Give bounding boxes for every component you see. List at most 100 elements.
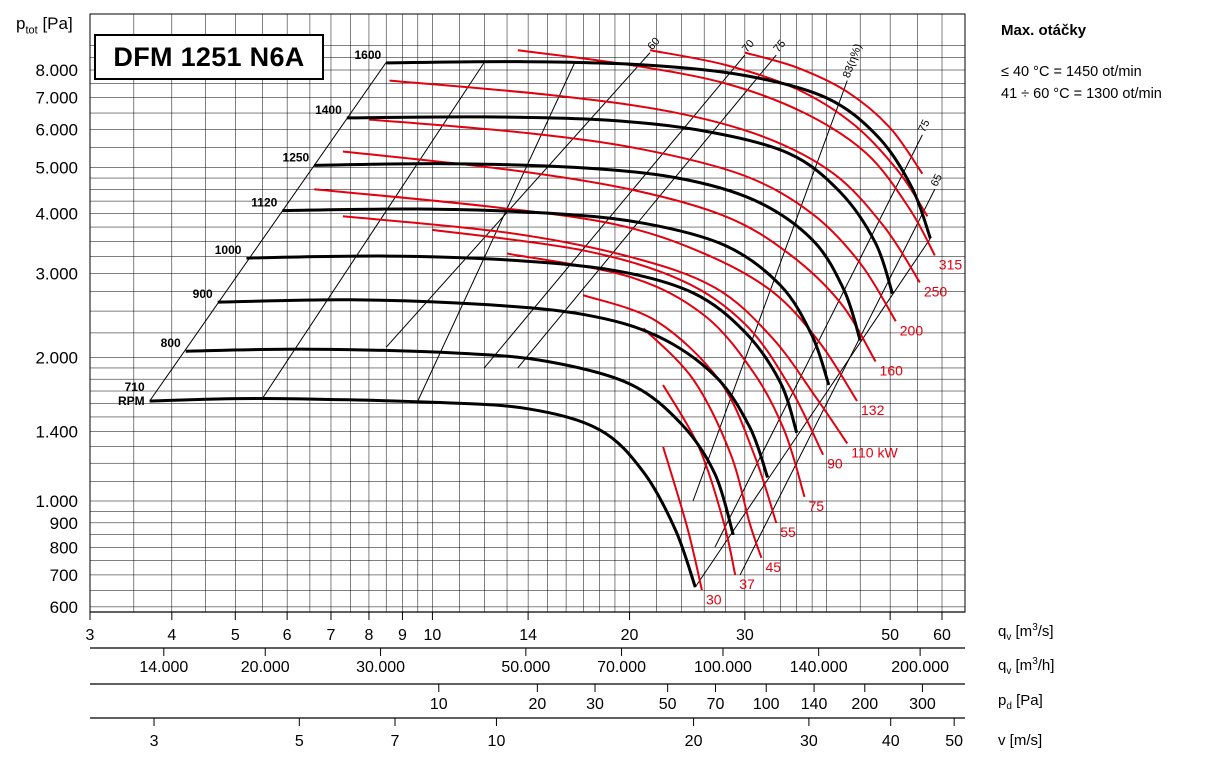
- grid: [89, 14, 965, 612]
- y-tick-label: 5.000: [35, 158, 78, 177]
- scale-tick-label: 40: [882, 733, 900, 750]
- scale-tick-label: 10: [430, 696, 448, 713]
- power-label: 132: [861, 402, 885, 418]
- power-curve: [342, 215, 849, 445]
- efficiency-label: 75: [771, 38, 788, 55]
- max-speed-title: Max. otáčky: [1001, 22, 1087, 39]
- efficiency-line: [149, 62, 387, 402]
- power-curve: [389, 79, 921, 284]
- scale-tick-label: 6: [283, 627, 292, 644]
- power-label: 55: [780, 524, 796, 540]
- scale-tick-label: 7: [391, 733, 400, 750]
- scale-unit-pd: pd [Pa]: [998, 692, 1043, 712]
- power-curve: [506, 252, 806, 498]
- scale-tick-label: 100.000: [694, 659, 752, 676]
- scale-tick-label: 50: [881, 627, 899, 644]
- power-curve: [342, 150, 877, 363]
- power-label: 110 kW: [851, 444, 898, 460]
- scale-tick-label: 8: [364, 627, 373, 644]
- scale-tick-label: 50.000: [501, 659, 550, 676]
- scale-tick-label: 20: [528, 696, 546, 713]
- scale-tick-label: 3: [150, 733, 159, 750]
- rpm-label: 1000: [215, 243, 242, 257]
- power-curve: [662, 384, 737, 576]
- scale-tick-label: 5: [295, 733, 304, 750]
- power-label: 37: [739, 576, 755, 592]
- efficiency-line: [483, 54, 746, 369]
- power-curve: [517, 49, 936, 256]
- y-tick-label: 3.000: [35, 264, 78, 283]
- axes: [89, 13, 966, 726]
- scale-tick-label: 7: [327, 627, 336, 644]
- rpm-label: 800: [161, 336, 181, 350]
- scale-tick-label: 30: [800, 733, 818, 750]
- efficiency-label: 60: [645, 35, 662, 52]
- scale-unit-qv_m3h: qv [m3/h]: [998, 656, 1055, 677]
- power-curve: [314, 188, 858, 402]
- scale-tick-label: 30: [736, 627, 754, 644]
- power-label: 160: [880, 363, 904, 379]
- efficiency-line: [739, 189, 936, 576]
- scale-tick-label: 10: [488, 733, 506, 750]
- rpm-label: 1400: [315, 103, 342, 117]
- scale-tick-label: 300: [909, 696, 936, 713]
- power-label: 250: [924, 283, 948, 299]
- power-curve: [432, 228, 825, 456]
- power-label: 90: [827, 456, 843, 472]
- efficiency-label: 75: [916, 118, 932, 134]
- scale-tick-label: 30.000: [356, 659, 405, 676]
- rpm-curve: [386, 60, 932, 239]
- scale-unit-qv_m3s: qv [m3/s]: [998, 622, 1054, 643]
- scale-tick-label: 30: [586, 696, 604, 713]
- rpm-label: 710: [125, 380, 145, 394]
- scale-tick-label: 200.000: [891, 659, 949, 676]
- scale-tick-label: 140: [801, 696, 828, 713]
- rpm-curve: [346, 115, 894, 295]
- rpm-curve: [314, 162, 862, 341]
- scale-tick-label: 3: [86, 627, 95, 644]
- y-tick-label: 700: [50, 566, 78, 585]
- scale-tick-label: 140.000: [790, 659, 848, 676]
- y-tick-label: 4.000: [35, 205, 78, 224]
- power-label: 75: [809, 498, 825, 514]
- y-tick-label: 900: [50, 514, 78, 533]
- power-curve: [744, 51, 924, 175]
- y-axis-label: ptot [Pa]: [16, 14, 73, 37]
- power-curves: [314, 49, 936, 591]
- rpm-curve: [217, 298, 770, 479]
- y-tick-label: 8.000: [35, 61, 78, 80]
- scale-tick-label: 70.000: [597, 659, 646, 676]
- y-tick-label: 7.000: [35, 89, 78, 108]
- plot-frame: [89, 13, 966, 613]
- chart-title: DFM 1251 N6A: [94, 34, 324, 80]
- scale-tick-label: 70: [707, 696, 725, 713]
- scale-tick-label: 60: [933, 627, 951, 644]
- power-label: 30: [706, 591, 722, 607]
- efficiency-line: [694, 238, 931, 588]
- efficiency-label: 70: [740, 38, 757, 55]
- y-tick-label: 1.000: [35, 492, 78, 511]
- efficiency-label: 83(η%): [841, 42, 864, 79]
- chart-labels: 8.000 7.000 6.000 5.000 4.000 3.000 2.000 1.400…: [35, 35, 963, 750]
- rpm-label: RPM: [118, 394, 145, 408]
- rpm-curve: [246, 254, 799, 434]
- y-tick-label: 6.000: [35, 121, 78, 140]
- scale-tick-label: 4: [167, 627, 176, 644]
- y-tick-label: 600: [50, 598, 78, 617]
- rpm-curves: [149, 60, 932, 588]
- scale-tick-label: 14.000: [139, 659, 188, 676]
- power-curve: [662, 446, 703, 591]
- y-tick-label: 2.000: [35, 348, 78, 367]
- scale-tick-label: 200: [851, 696, 878, 713]
- scale-tick-label: 5: [231, 627, 240, 644]
- power-curve: [649, 49, 929, 217]
- y-tick-label: 1.400: [35, 422, 78, 441]
- y-tick-label: 800: [50, 538, 78, 557]
- rpm-curve: [149, 396, 697, 588]
- max-speed-line-2: 41 ÷ 60 °C = 1300 ot/min: [1001, 86, 1162, 102]
- power-label: 200: [900, 322, 924, 338]
- power-curve: [582, 294, 778, 524]
- scale-tick-label: 10: [424, 627, 442, 644]
- scale-tick-label: 14: [519, 627, 537, 644]
